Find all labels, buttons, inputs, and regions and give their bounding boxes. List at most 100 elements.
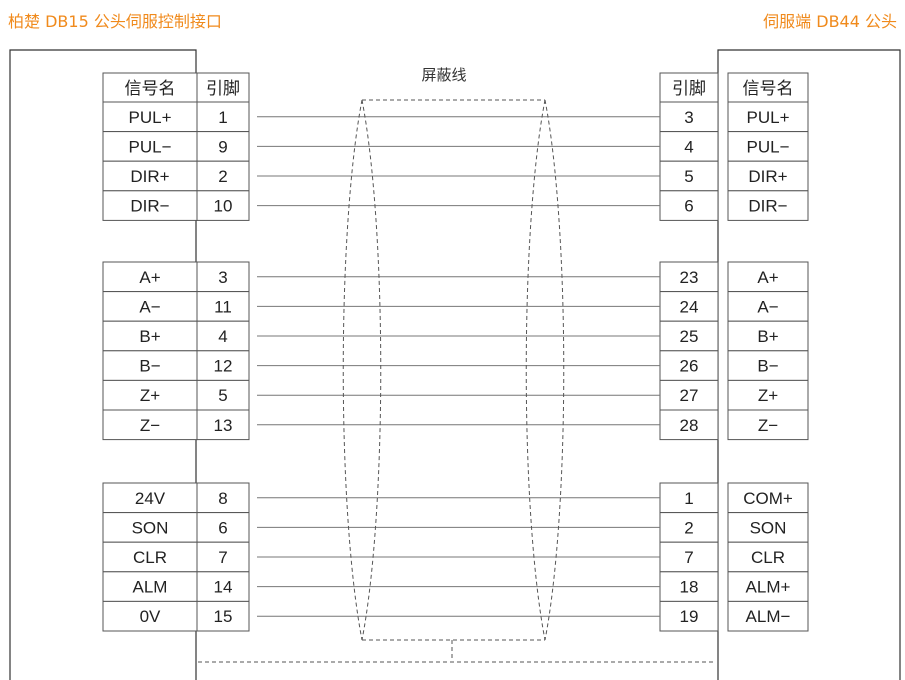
left-signal: SON: [132, 518, 169, 537]
left-pin-box: [196, 160, 250, 192]
left-signal-box: [102, 320, 198, 352]
left-pin: 4: [218, 327, 227, 346]
right-signal-box: [727, 512, 809, 543]
right-pin: 1: [684, 489, 693, 508]
left-signal: B+: [139, 327, 160, 346]
right-pin: 3: [684, 108, 693, 127]
right-signal-box: [727, 350, 809, 381]
shield-drain-wire: [198, 640, 716, 663]
right-signal: ALM+: [746, 578, 791, 597]
left-pin-box: [196, 261, 250, 293]
right-signal: DIR−: [748, 197, 787, 216]
shield-cable: [198, 99, 716, 663]
left-pin: 12: [214, 357, 233, 376]
left-pin-box: [196, 409, 250, 441]
left-signal-box: [102, 482, 198, 514]
left-pin: 15: [214, 607, 233, 626]
left-signal: CLR: [133, 548, 167, 567]
right-pin: 4: [684, 137, 693, 156]
left-signal: PUL−: [129, 137, 172, 156]
left-pin: 7: [218, 548, 227, 567]
left-pin: 14: [214, 578, 233, 597]
right-pin-box: [659, 350, 719, 381]
right-column-headers: 引脚 信号名: [659, 72, 809, 103]
right-pin: 26: [680, 357, 699, 376]
signal-rows: PUL+ 1 3 PUL+PUL− 9 4 PUL−DIR+ 2 5 DIR+DIR− 10 6 DIR…: [102, 101, 809, 632]
left-signal-box: [102, 350, 198, 381]
left-signal: Z+: [140, 386, 160, 405]
right-signal: A−: [757, 297, 778, 316]
right-pin: 23: [680, 268, 699, 287]
right-signal-box: [727, 541, 809, 573]
right-pin-box: [659, 160, 719, 192]
right-pin: 5: [684, 167, 693, 186]
left-signal: ALM: [133, 578, 168, 597]
right-pin: 24: [680, 297, 699, 316]
left-signal-box: [102, 600, 198, 632]
left-signal-box: [102, 541, 198, 573]
right-signal: PUL−: [747, 137, 790, 156]
left-pin: 1: [218, 108, 227, 127]
right-signal: B−: [757, 357, 778, 376]
right-pin: 6: [684, 197, 693, 216]
left-pin-box: [196, 190, 250, 221]
right-signal: SON: [750, 518, 787, 537]
left-pin: 10: [214, 197, 233, 216]
right-signal-box: [727, 291, 809, 322]
left-pin: 9: [218, 137, 227, 156]
left-pin: 3: [218, 268, 227, 287]
left-column-headers: 信号名 引脚: [102, 72, 250, 103]
right-pin-box: [659, 101, 719, 133]
left-signal: DIR+: [130, 167, 169, 186]
left-pin-box: [196, 600, 250, 632]
left-signal: A+: [139, 268, 160, 287]
left-pin-box: [196, 571, 250, 602]
left-signal: DIR−: [130, 197, 169, 216]
shield-label: 屏蔽线: [421, 66, 466, 84]
right-pin-box: [659, 291, 719, 322]
left-connector-title: 柏楚 DB15 公头伺服控制接口: [8, 12, 222, 31]
right-signal-box: [727, 160, 809, 192]
left-signal-box: [102, 571, 198, 602]
left-signal: B−: [139, 357, 160, 376]
left-signal-box: [102, 261, 198, 293]
left-pin-box: [196, 379, 250, 411]
left-signal: 24V: [135, 489, 166, 508]
left-signal: Z−: [140, 416, 160, 435]
right-signal: B+: [757, 327, 778, 346]
right-connector-title: 伺服端 DB44 公头: [763, 12, 897, 31]
right-pin-box: [659, 409, 719, 441]
right-pin: 25: [680, 327, 699, 346]
right-signal-box: [727, 600, 809, 632]
right-pin-box: [659, 512, 719, 543]
right-signal-box: [727, 320, 809, 352]
right-signal: A+: [757, 268, 778, 287]
right-pin: 28: [680, 416, 699, 435]
right-pin: 27: [680, 386, 699, 405]
right-signal-box: [727, 409, 809, 441]
left-signal-box: [102, 131, 198, 162]
left-pin: 13: [214, 416, 233, 435]
left-signal: A−: [139, 297, 160, 316]
left-signal-box: [102, 190, 198, 221]
right-pin: 18: [680, 578, 699, 597]
left-header-signal: 信号名: [125, 79, 176, 98]
right-signal: Z−: [758, 416, 778, 435]
left-signal-box: [102, 409, 198, 441]
right-signal: ALM−: [746, 607, 791, 626]
right-pin: 7: [684, 548, 693, 567]
right-signal: CLR: [751, 548, 785, 567]
right-signal-box: [727, 571, 809, 602]
left-pin-box: [196, 512, 250, 543]
right-signal: PUL+: [747, 108, 790, 127]
left-pin: 8: [218, 489, 227, 508]
right-signal-box: [727, 261, 809, 293]
right-signal: COM+: [743, 489, 793, 508]
right-header-pin: 引脚: [672, 79, 706, 98]
left-pin-box: [196, 482, 250, 514]
right-signal-box: [727, 190, 809, 221]
right-pin: 2: [684, 518, 693, 537]
left-header-pin: 引脚: [206, 79, 240, 98]
